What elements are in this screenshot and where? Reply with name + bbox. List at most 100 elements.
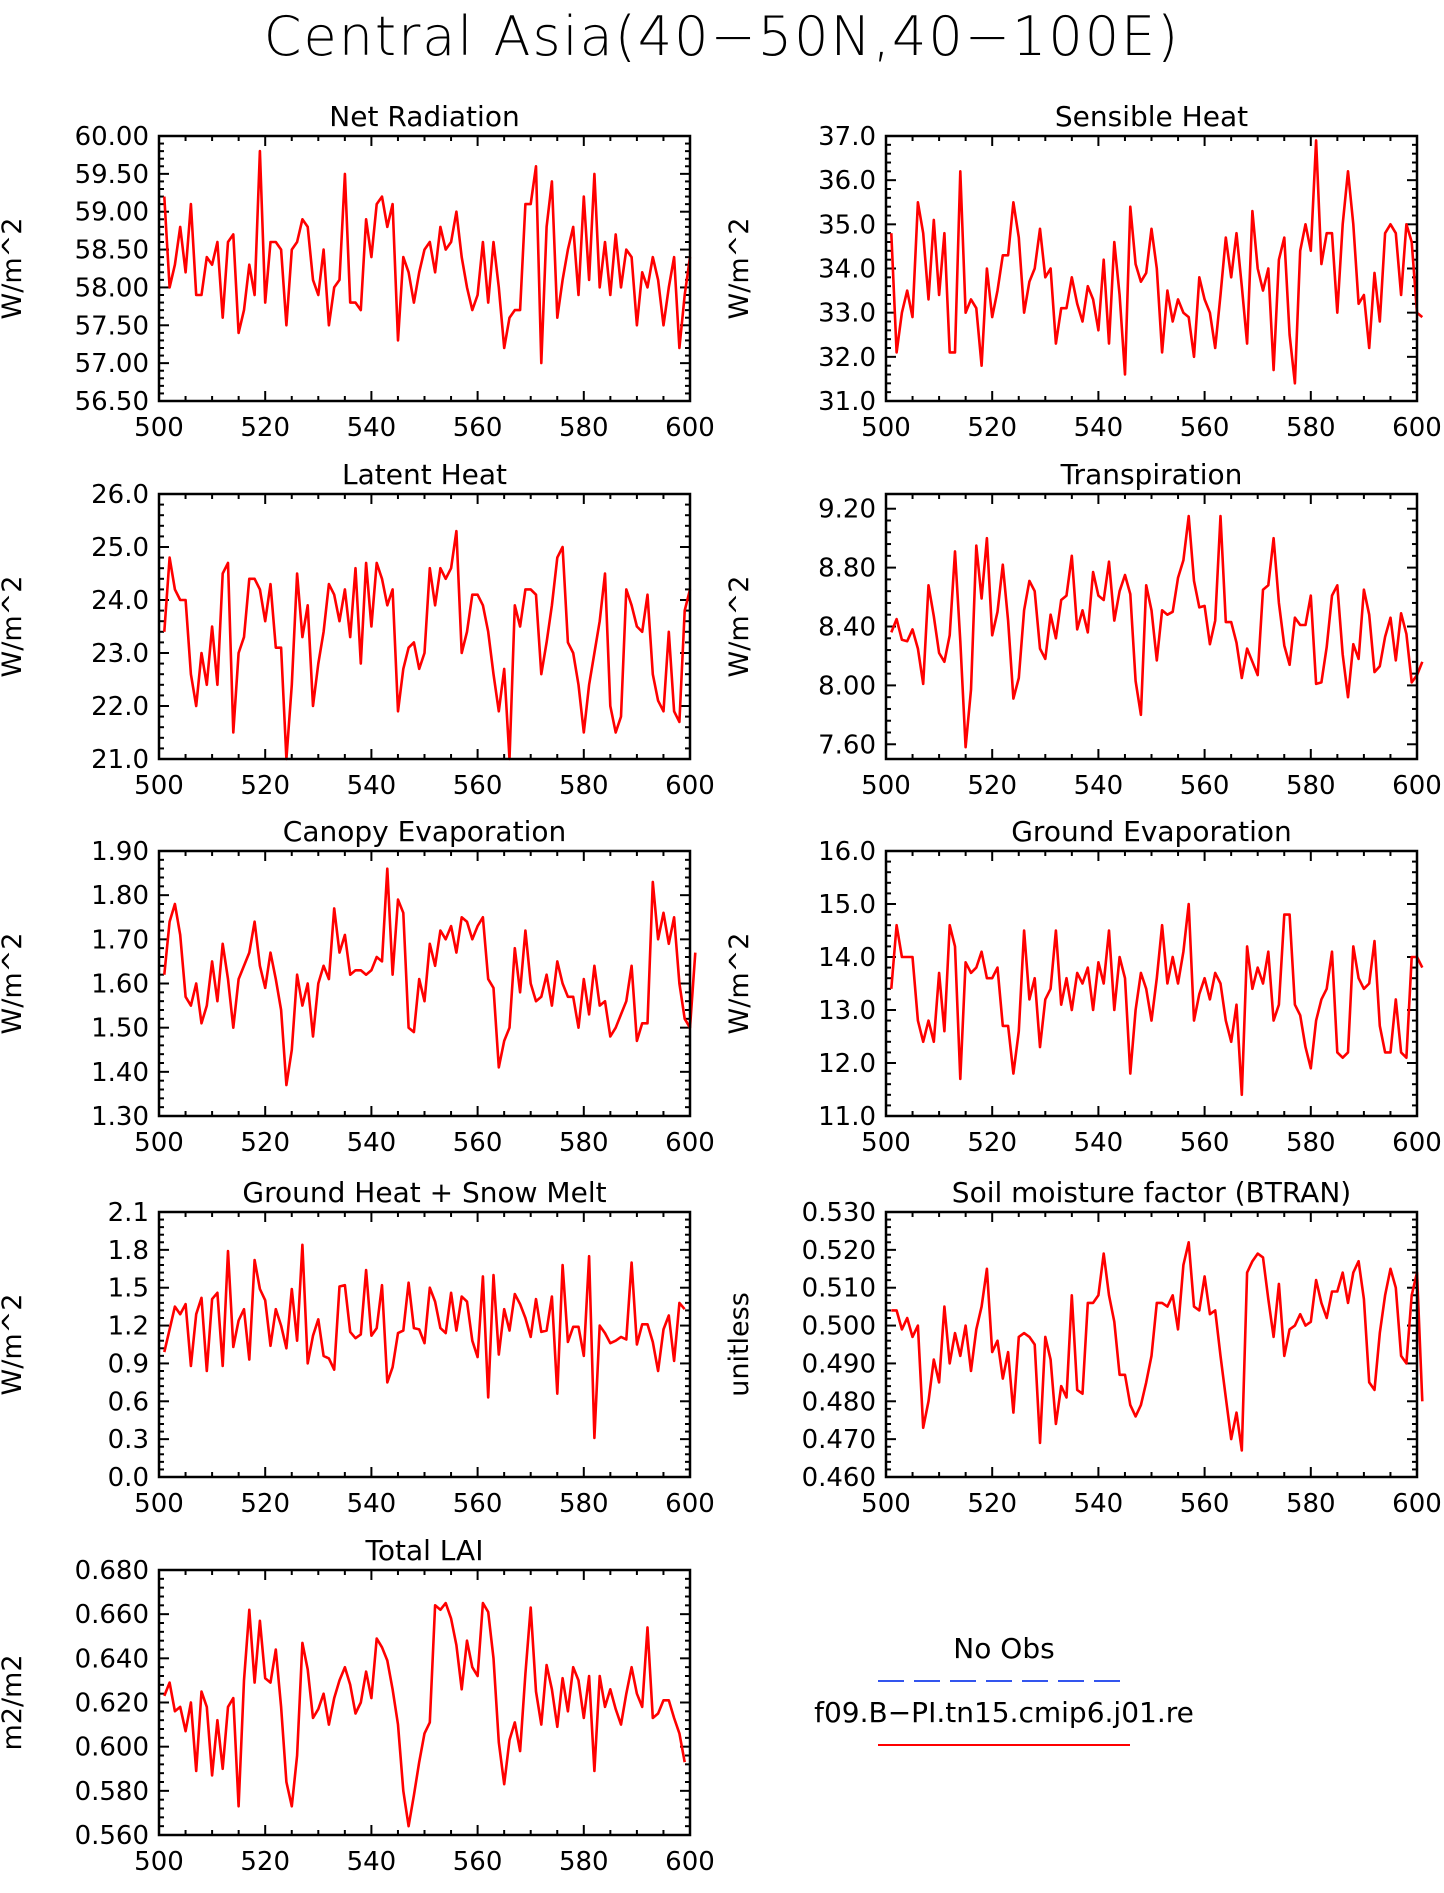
y-tick-label: 24.0 [91, 586, 149, 616]
y-tick-label: 57.00 [75, 349, 149, 379]
y-tick-label: 0.470 [802, 1425, 876, 1455]
x-tick-label: 520 [240, 1847, 290, 1877]
chart-panel: Soil moisture factor (BTRAN) unitless 500 5… [724, 1176, 1442, 1519]
y-axis-label: unitless [724, 1292, 755, 1397]
y-tick-label: 0.6 [108, 1387, 149, 1417]
y-tick-label: 0.9 [108, 1349, 149, 1379]
y-tick-label: 1.5 [108, 1274, 149, 1304]
legend: No Obs f09.B−PI.tn15.cmip6.j01.re [814, 1632, 1194, 1746]
plot-frame [884, 134, 1419, 403]
x-tick-label: 540 [347, 1847, 397, 1877]
y-tick-label: 0.500 [802, 1312, 876, 1342]
y-tick-label: 8.80 [818, 554, 876, 584]
y-tick-label: 1.2 [108, 1312, 149, 1342]
panel-title: Transpiration [1060, 458, 1243, 491]
y-axis-label: W/m^2 [724, 576, 755, 678]
y-tick-label: 0.680 [75, 1556, 149, 1586]
y-tick-label: 11.0 [818, 1102, 876, 1132]
x-tick-label: 600 [665, 1489, 715, 1519]
x-tick-label: 520 [240, 1128, 290, 1158]
y-axis-label: W/m^2 [724, 218, 755, 320]
y-tick-label: 1.30 [91, 1102, 149, 1132]
x-tick-label: 500 [861, 1489, 911, 1519]
chart-panel: Ground Heat + Snow Melt W/m^2 500 520 540 560… [0, 1176, 715, 1519]
panel-title: Ground Evaporation [1011, 815, 1292, 848]
y-tick-label: 58.00 [75, 273, 149, 303]
x-tick-label: 500 [134, 413, 184, 443]
y-axis-label: W/m^2 [724, 933, 755, 1035]
chart-panel: Latent Heat W/m^2 500 520 540 560 580 600 21.0 22… [0, 458, 715, 801]
y-tick-label: 7.60 [818, 730, 876, 760]
x-tick-label: 520 [240, 413, 290, 443]
y-axis-label: W/m^2 [0, 576, 28, 678]
series-line [890, 902, 1424, 1097]
y-tick-label: 14.0 [818, 943, 876, 973]
y-tick-label: 0.460 [802, 1463, 876, 1493]
x-tick-label: 580 [1286, 1128, 1336, 1158]
chart-panels: Net Radiation W/m^2 500 520 540 560 580 600 56.5… [0, 100, 1442, 1877]
y-tick-label: 1.60 [91, 970, 149, 1000]
y-tick-label: 0.660 [75, 1600, 149, 1630]
x-tick-label: 540 [1074, 771, 1124, 801]
y-tick-label: 0.490 [802, 1349, 876, 1379]
y-tick-label: 0.3 [108, 1425, 149, 1455]
series-line [890, 514, 1424, 749]
x-tick-label: 520 [967, 1128, 1017, 1158]
x-tick-label: 540 [347, 771, 397, 801]
panel-title: Latent Heat [342, 458, 507, 491]
x-tick-label: 540 [1074, 413, 1124, 443]
x-tick-label: 540 [347, 1128, 397, 1158]
plot-frame [884, 849, 1419, 1118]
x-tick-label: 580 [1286, 413, 1336, 443]
series-line [163, 1243, 686, 1440]
y-tick-label: 9.20 [818, 495, 876, 525]
x-tick-label: 500 [134, 1489, 184, 1519]
series-line [891, 1241, 1424, 1452]
series-line [163, 529, 692, 761]
x-tick-label: 560 [453, 771, 503, 801]
x-tick-label: 580 [559, 1128, 609, 1158]
y-tick-label: 35.0 [818, 210, 876, 240]
y-tick-label: 0.560 [75, 1821, 149, 1851]
x-tick-label: 600 [1392, 1128, 1442, 1158]
y-tick-label: 1.40 [91, 1058, 149, 1088]
y-tick-label: 58.50 [75, 236, 149, 266]
plot-frame [157, 492, 692, 761]
x-tick-label: 500 [134, 1128, 184, 1158]
x-tick-label: 560 [453, 1847, 503, 1877]
x-tick-label: 560 [1180, 413, 1230, 443]
panel-title: Sensible Heat [1055, 100, 1248, 133]
x-tick-label: 520 [240, 771, 290, 801]
panel-title: Ground Heat + Snow Melt [242, 1176, 606, 1209]
chart-panel: Total LAI m2/m2 500 520 540 560 580 600 0.560 0.5… [0, 1534, 715, 1877]
x-tick-label: 600 [665, 1128, 715, 1158]
chart-panel: Net Radiation W/m^2 500 520 540 560 580 600 56.5… [0, 100, 715, 443]
y-tick-label: 1.70 [91, 925, 149, 955]
y-tick-label: 0.480 [802, 1387, 876, 1417]
y-tick-label: 37.0 [818, 122, 876, 152]
y-tick-label: 1.50 [91, 1014, 149, 1044]
x-tick-label: 500 [861, 413, 911, 443]
x-tick-label: 580 [559, 1847, 609, 1877]
x-tick-label: 580 [1286, 771, 1336, 801]
x-tick-label: 560 [1180, 771, 1230, 801]
figure-title: Central Asia(40−50N,40−100E) [264, 5, 1180, 68]
x-tick-label: 600 [665, 1847, 715, 1877]
plot-frame [157, 134, 692, 403]
x-tick-label: 560 [453, 1128, 503, 1158]
y-tick-label: 59.00 [75, 198, 149, 228]
x-tick-label: 520 [967, 771, 1017, 801]
legend-model-label: f09.B−PI.tn15.cmip6.j01.re [814, 1696, 1194, 1729]
y-tick-label: 0.510 [802, 1274, 876, 1304]
y-tick-label: 1.8 [108, 1236, 149, 1266]
y-tick-label: 8.00 [818, 671, 876, 701]
x-tick-label: 600 [1392, 1489, 1442, 1519]
y-tick-label: 12.0 [818, 1049, 876, 1079]
x-tick-label: 600 [1392, 771, 1442, 801]
y-tick-label: 0.530 [802, 1198, 876, 1228]
x-tick-label: 540 [347, 1489, 397, 1519]
y-tick-label: 59.50 [75, 160, 149, 190]
x-tick-label: 520 [967, 413, 1017, 443]
x-tick-label: 580 [559, 413, 609, 443]
y-tick-label: 22.0 [91, 692, 149, 722]
